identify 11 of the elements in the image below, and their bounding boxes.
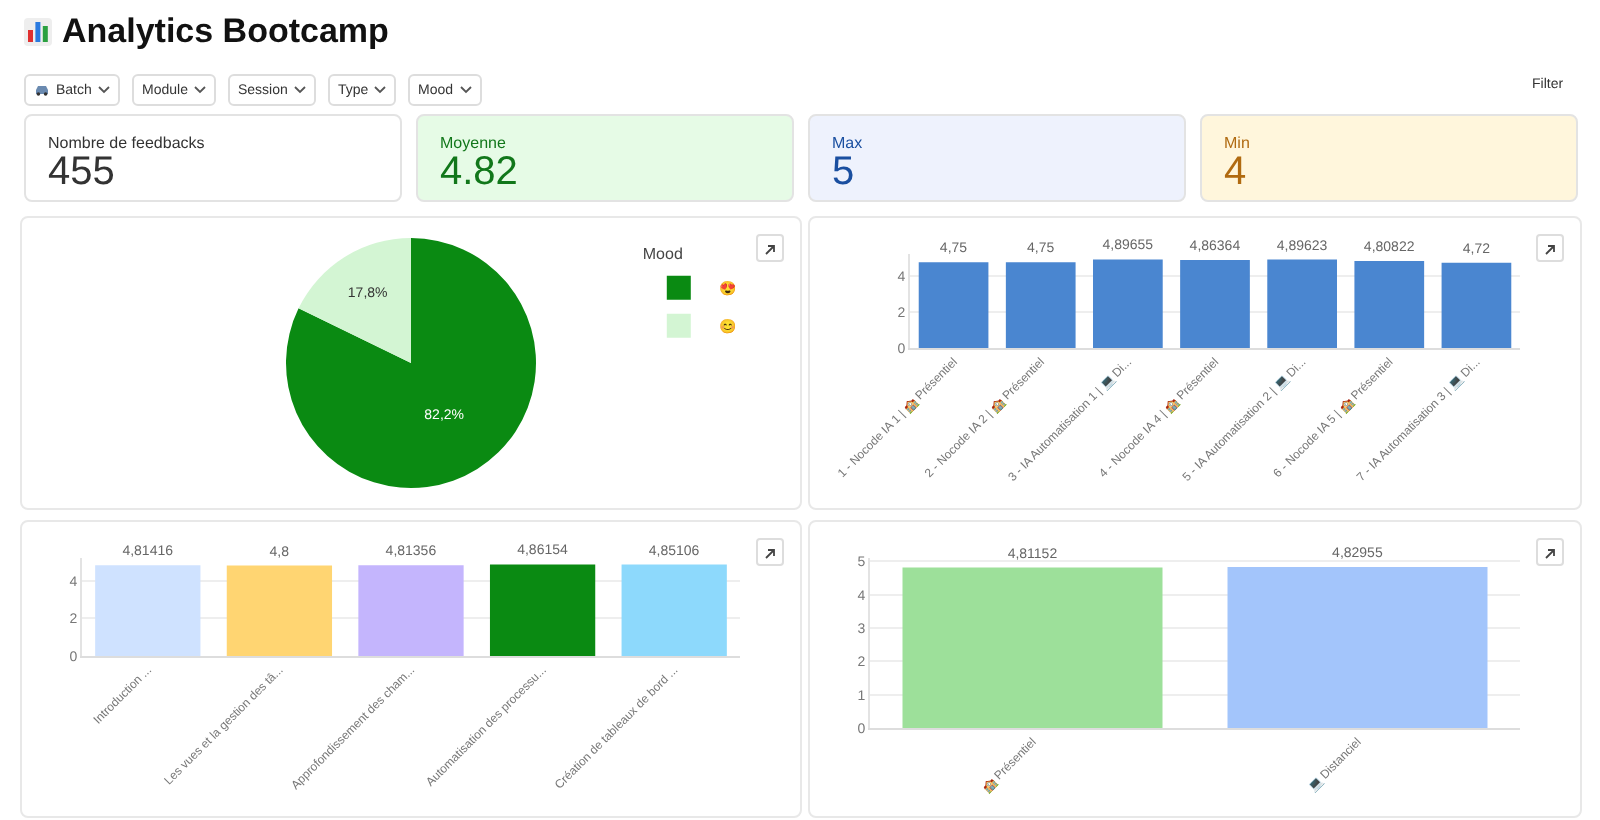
text: 455 [48,150,115,196]
legend-title: Mood [642,244,683,263]
text: Moyenne [440,134,506,152]
text: Analytics Bootcamp [62,12,389,52]
text: 4.82 [440,150,518,196]
pie-slice [286,238,536,488]
text: Max [832,134,863,152]
pie-slice [298,238,411,363]
text: 4 [1224,150,1247,196]
text: Min [1224,134,1250,152]
text: Nombre de feedbacks [48,134,205,152]
